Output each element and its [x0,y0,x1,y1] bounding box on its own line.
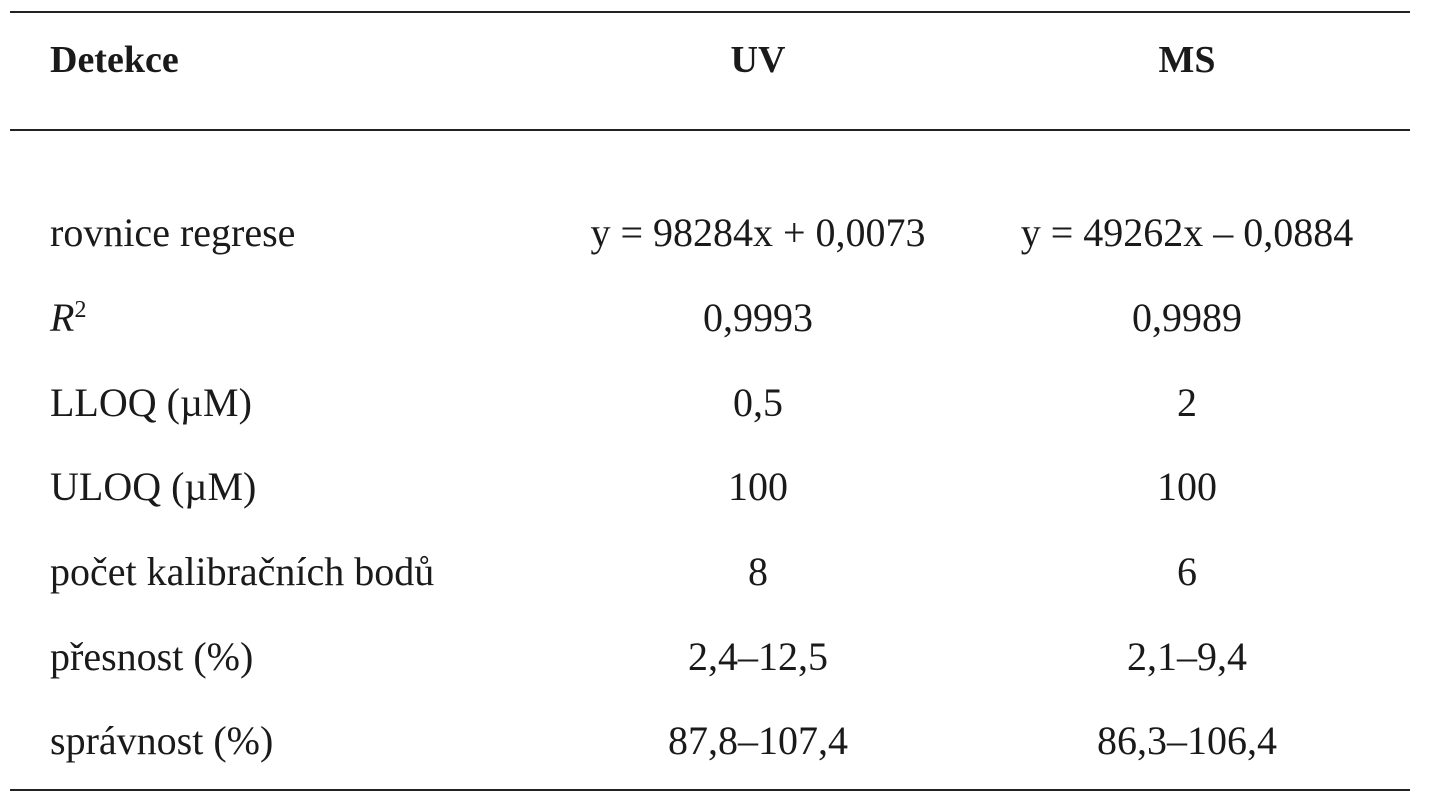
header-cell: UV [730,39,786,81]
symbol: R [50,295,75,340]
value-cell: 2,1–9,4 [1127,634,1247,679]
value-cell: 2,4–12,5 [688,634,828,679]
top-rule [10,11,1410,13]
value-cell: 0,9989 [1132,295,1242,340]
value-cell: 8 [748,549,768,594]
value-cell: 86,3–106,4 [1097,718,1277,763]
row-label: rovnice regrese [50,210,296,255]
header-cell: MS [1158,39,1216,81]
value-cell: 0,5 [733,380,783,425]
value-cell: 2 [1177,380,1197,425]
row-label: R2 [50,293,86,343]
value-cell: 100 [728,464,788,509]
value-cell: 100 [1157,464,1217,509]
header-rule [10,129,1410,131]
row-label: počet kalibračních bodů [50,549,435,594]
value-cell: y = 98284x + 0,0073 [590,210,926,255]
row-label: správnost (%) [50,718,274,763]
header-cell: Detekce [50,39,179,81]
bottom-rule [10,789,1410,791]
row-label: LLOQ (µM) [50,380,252,425]
value-cell: y = 49262x – 0,0884 [1020,210,1354,255]
value-cell: 6 [1177,549,1197,594]
value-cell: 0,9993 [703,295,813,340]
value-cell: 87,8–107,4 [668,718,848,763]
row-label: ULOQ (µM) [50,464,257,509]
row-label: přesnost (%) [50,634,254,679]
superscript: 2 [74,297,87,323]
